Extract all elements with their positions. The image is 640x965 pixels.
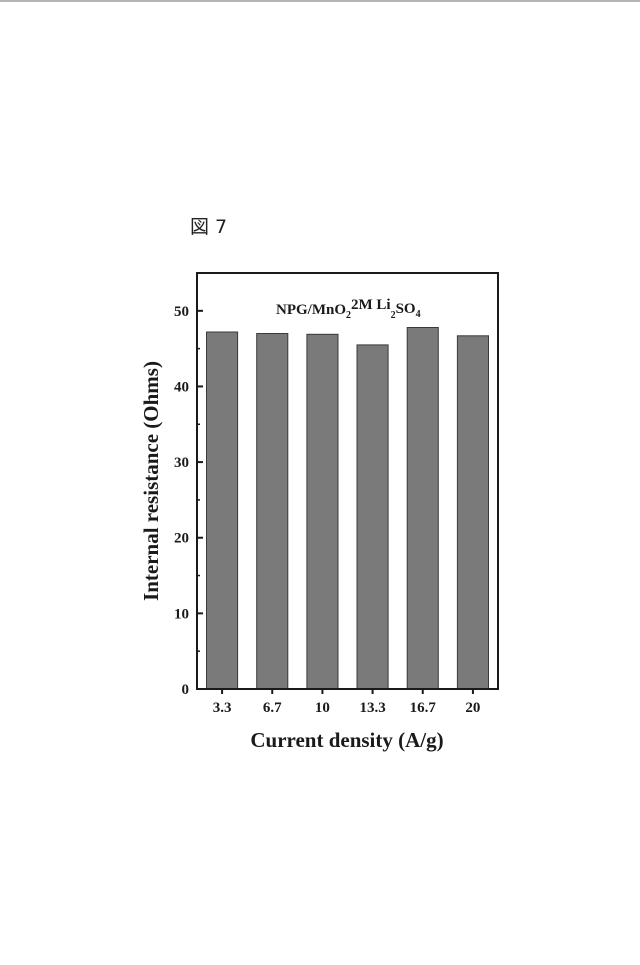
bar-10 — [307, 334, 338, 689]
legend-annotation: NPG/MnO22M Li2SO4 — [276, 297, 421, 321]
x-ticks-group: 3.3 6.7 10 13.3 16.7 20 — [213, 689, 481, 716]
bar-3.3 — [207, 332, 238, 689]
bars-group — [207, 328, 489, 690]
bar-13.3 — [357, 345, 388, 689]
y-tick-label: 40 — [174, 379, 189, 395]
x-tick-label-20: 20 — [465, 700, 480, 716]
x-tick-label-6.7: 6.7 — [263, 700, 282, 716]
x-tick-label-13.3: 13.3 — [359, 700, 385, 716]
y-tick-label: 20 — [174, 531, 189, 547]
bar-6.7 — [257, 334, 288, 690]
y-tick-label: 10 — [174, 606, 189, 622]
bar-16.7 — [407, 328, 438, 690]
y-tick-label: 30 — [174, 455, 189, 471]
plot-frame — [197, 273, 498, 689]
y-tick-label: 0 — [182, 682, 190, 698]
y-axis-title: Internal resistance (Ohms) — [139, 361, 163, 601]
x-tick-label-3.3: 3.3 — [213, 700, 232, 716]
y-ticks-group: 0 10 20 30 40 50 — [174, 304, 203, 698]
x-tick-label-16.7: 16.7 — [410, 700, 437, 716]
bar-20 — [457, 336, 488, 689]
x-axis-title: Current density (A/g) — [250, 728, 443, 752]
y-tick-label: 50 — [174, 304, 189, 320]
x-tick-label-10: 10 — [315, 700, 330, 716]
